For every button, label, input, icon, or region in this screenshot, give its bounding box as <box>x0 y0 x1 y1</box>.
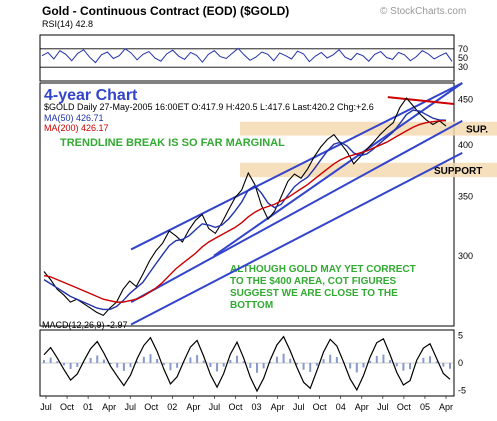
price-tick-label: 450 <box>458 95 473 105</box>
x-tick-label: Jul <box>209 402 221 412</box>
x-tick-label: Apr <box>271 402 285 412</box>
x-tick-label: Oct <box>60 402 75 412</box>
x-tick-label: 02 <box>167 402 177 412</box>
ma50-series-line <box>43 109 447 311</box>
trendline <box>130 151 463 326</box>
rsi-tick-label: 70 <box>458 44 468 54</box>
ma200-label: MA(200) 426.17 <box>44 123 109 133</box>
macd-tick-label: 0 <box>458 358 463 368</box>
macd-series-line <box>43 335 451 393</box>
trendline <box>130 119 463 303</box>
rsi-tick-label: 30 <box>458 62 468 72</box>
x-tick-label: Apr <box>102 402 116 412</box>
ma50-label: MA(50) 426.71 <box>44 113 104 123</box>
chart-title: Gold - Continuous Contract (EOD) ($GOLD) <box>42 4 289 18</box>
x-tick-label: Apr <box>439 402 453 412</box>
x-tick-label: Apr <box>355 402 369 412</box>
x-tick-label: 05 <box>420 402 430 412</box>
x-tick-label: Jul <box>124 402 136 412</box>
copyright-label: © StockCharts.com <box>380 6 466 17</box>
macd-tick-label: -5 <box>458 386 466 396</box>
rsi-label: RSI(14) 42.8 <box>42 19 93 29</box>
ma200-series-line <box>43 119 447 303</box>
rsi-tick-label: 50 <box>458 53 468 63</box>
x-tick-label: Oct <box>313 402 328 412</box>
macd-label: MACD(12,26,9) -2.97 <box>42 320 128 330</box>
price-series-line <box>43 97 447 317</box>
four-year-chart-label: 4-year Chart <box>44 87 138 104</box>
support-band <box>240 121 497 136</box>
price-tick-label: 350 <box>458 191 473 201</box>
x-tick-label: Jul <box>293 402 305 412</box>
x-tick-label: Oct <box>144 402 159 412</box>
rsi-series-line <box>41 47 453 64</box>
correction-annotation: ALTHOUGH GOLD MAY YET CORRECT TO THE $40… <box>230 264 419 311</box>
support-band-label: SUP. <box>466 125 488 136</box>
support-band-label: SUPPORT <box>434 166 482 177</box>
x-tick-label: Jul <box>377 402 389 412</box>
macd-tick-label: 5 <box>458 331 463 341</box>
x-tick-label: 04 <box>336 402 346 412</box>
x-tick-label: 01 <box>83 402 93 412</box>
x-tick-label: Jul <box>40 402 52 412</box>
x-tick-label: 03 <box>252 402 262 412</box>
trendline <box>387 96 455 106</box>
price-tick-label: 400 <box>458 140 473 150</box>
price-tick-label: 300 <box>458 251 473 261</box>
x-tick-label: Oct <box>228 402 243 412</box>
trendline-break-annotation: TRENDLINE BREAK IS SO FAR MARGINAL <box>60 137 285 149</box>
trendline <box>130 82 463 251</box>
x-tick-label: Apr <box>186 402 200 412</box>
x-tick-label: Oct <box>397 402 412 412</box>
price-info-label: $GOLD Daily 27-May-2005 16:00ET O:417.9 … <box>44 102 374 112</box>
